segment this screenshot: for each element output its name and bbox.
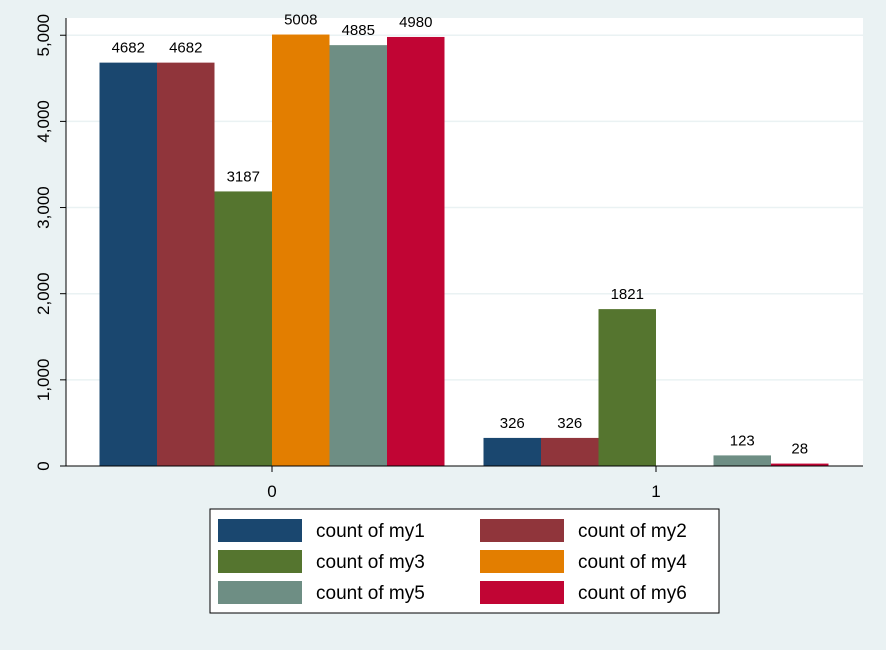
- y-tick-label: 2,000: [34, 272, 53, 315]
- data-label: 326: [500, 415, 525, 432]
- data-label: 4980: [399, 14, 432, 31]
- legend-swatch: [480, 581, 564, 604]
- legend-swatch: [218, 519, 302, 542]
- legend-label: count of my3: [316, 552, 425, 573]
- bar: [598, 309, 656, 466]
- bar: [329, 45, 387, 467]
- legend-swatch: [480, 519, 564, 542]
- y-tick-label: 0: [34, 461, 53, 470]
- bar: [272, 34, 330, 467]
- legend-label: count of my1: [316, 521, 425, 542]
- data-label: 4682: [112, 40, 145, 57]
- legend-swatch: [218, 581, 302, 604]
- y-tick-label: 4,000: [34, 100, 53, 143]
- data-label: 4885: [342, 22, 375, 39]
- bar: [713, 455, 771, 466]
- data-label: 123: [730, 432, 755, 449]
- bar: [483, 437, 541, 466]
- data-label: 326: [557, 415, 582, 432]
- bar: [541, 437, 599, 466]
- bar: [771, 463, 829, 466]
- bar: [157, 62, 215, 467]
- legend-label: count of my4: [578, 552, 687, 573]
- bar: [99, 62, 157, 467]
- legend-swatch: [218, 550, 302, 573]
- data-label: 1821: [611, 286, 644, 303]
- y-tick-label: 1,000: [34, 359, 53, 402]
- y-tick-label: 3,000: [34, 186, 53, 229]
- legend-swatch: [480, 550, 564, 573]
- data-label: 4682: [169, 40, 202, 57]
- x-tick-label: 1: [651, 482, 660, 501]
- bar: [387, 36, 445, 466]
- legend-label: count of my5: [316, 583, 425, 604]
- y-tick-label: 5,000: [34, 14, 53, 57]
- data-label: 28: [791, 441, 808, 458]
- data-label: 5008: [284, 12, 317, 29]
- data-label: 3187: [227, 168, 260, 185]
- legend-label: count of my2: [578, 521, 687, 542]
- x-tick-label: 0: [267, 482, 276, 501]
- bar: [214, 191, 272, 467]
- legend-label: count of my6: [578, 583, 687, 604]
